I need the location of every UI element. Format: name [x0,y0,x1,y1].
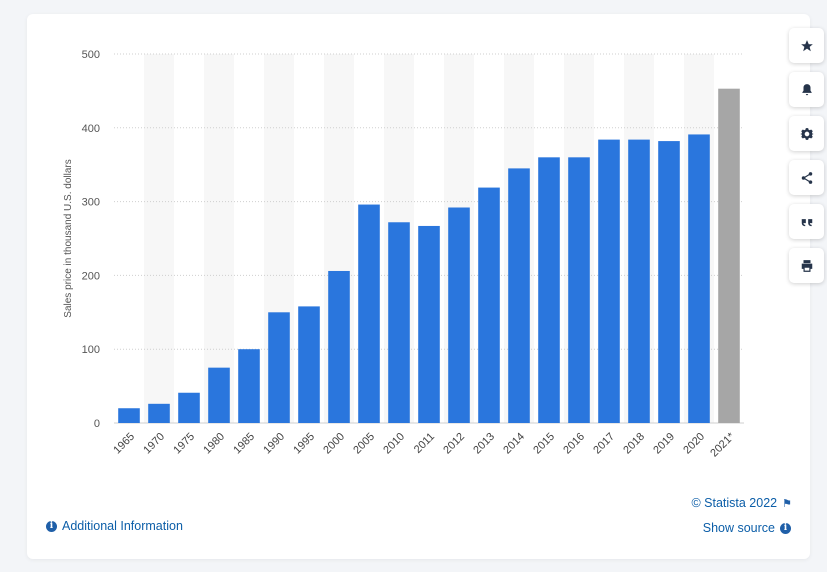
x-tick-label: 2011 [412,431,437,456]
bar [148,403,170,423]
chart-card: 0 100 200 300 400 500 Sales price in thousand … [27,14,824,559]
x-tick-label: 1965 [111,431,137,457]
x-tick-label: 1985 [231,431,257,457]
bar [358,204,380,423]
share-icon [801,171,812,184]
bar [418,225,440,423]
star-icon [800,39,813,51]
quote-icon [801,218,812,226]
statista-copyright[interactable]: © Statista 2022 ⚑ [691,496,792,510]
show-source-label: Show source [702,521,775,535]
x-tick-label: 2013 [471,431,497,457]
y-axis-label: Sales price in thousand U.S. dollars [63,159,74,317]
share-button[interactable] [789,160,824,195]
x-tick-label: 2014 [501,431,527,457]
info-icon: i [780,522,791,534]
bar [538,157,560,423]
x-tick-label: 2020 [681,431,707,457]
y-tick-label: 300 [82,197,100,209]
y-tick-label: 400 [82,123,100,135]
x-tick-label: 2017 [591,431,617,457]
bar [448,207,470,423]
bar [598,139,620,423]
bar [478,187,500,423]
x-tick-label: 2016 [561,431,587,457]
x-tick-label: 1980 [201,431,227,457]
x-tick-label: 2021* [708,430,737,459]
x-tick-label: 2019 [651,431,677,457]
x-tick-label: 2018 [621,431,647,457]
bar-chart: 0 100 200 300 400 500 Sales price in thousand … [63,49,744,459]
copyright-text: © Statista 2022 [691,496,778,510]
bar [388,222,410,423]
x-tick-label: 2015 [531,431,557,457]
x-tick-label: 1975 [171,431,197,457]
bell-icon [801,83,812,95]
print-button[interactable] [789,248,824,283]
column-band [204,54,234,423]
bar [208,367,230,423]
bar [268,312,290,423]
show-source-link[interactable]: Show source i [703,521,791,535]
flag-icon: ⚑ [782,497,792,510]
notification-button[interactable] [789,72,824,107]
x-tick-label: 2012 [441,431,467,457]
x-tick-label: 2010 [381,431,407,457]
additional-information-label: Additional Information [62,519,183,533]
y-tick-label: 100 [82,344,100,356]
x-tick-label: 2000 [321,431,347,457]
bar [178,392,200,423]
bar [238,349,260,423]
x-tick-label: 1990 [261,431,287,457]
bar [628,139,650,423]
y-tick-label: 500 [82,49,100,61]
settings-button[interactable] [789,116,824,151]
y-tick-label: 0 [94,418,100,430]
favorite-button[interactable] [789,28,824,63]
bar [718,88,740,423]
bar [118,408,140,423]
cite-button[interactable] [789,204,824,239]
x-tick-label: 2005 [351,431,377,457]
bar [328,270,350,423]
info-icon: i [46,520,57,532]
x-tick-label: 1995 [291,431,317,457]
y-tick-label: 200 [82,270,100,282]
bar [568,157,590,423]
x-tick-label: 1970 [141,431,167,457]
printer-icon [801,259,812,272]
bar [688,134,710,423]
gear-icon [799,127,814,140]
additional-information-link[interactable]: i Additional Information [46,519,183,533]
bar [508,168,530,423]
bar [658,141,680,424]
column-band [144,54,174,423]
bar [298,306,320,423]
